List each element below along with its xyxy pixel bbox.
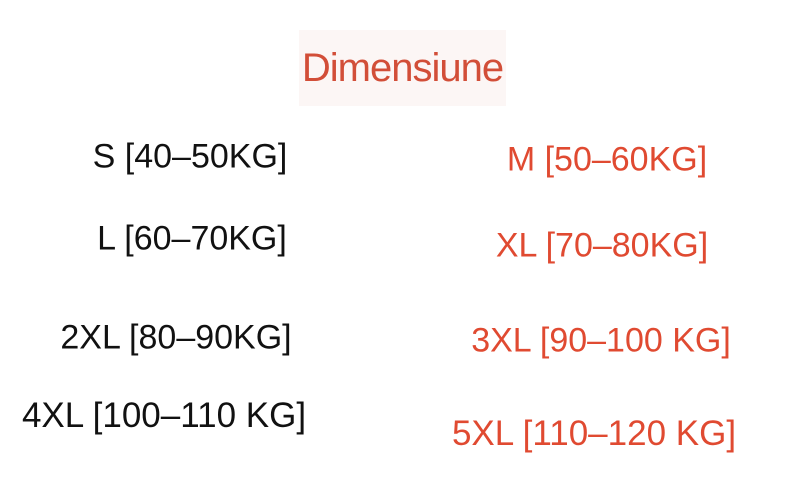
size-option-l[interactable]: L [60–70KG] — [97, 219, 287, 258]
size-section-title: Dimensiune — [301, 45, 504, 90]
size-option-5xl[interactable]: 5XL [110–120 KG] — [451, 414, 737, 453]
size-option-3xl[interactable]: 3XL [90–100 KG] — [471, 321, 731, 360]
size-option-2xl[interactable]: 2XL [80–90KG] — [60, 318, 292, 357]
size-option-4xl[interactable]: 4XL [100–110 KG] — [21, 396, 307, 435]
size-option-m[interactable]: M [50–60KG] — [506, 140, 708, 179]
size-option-xl[interactable]: XL [70–80KG] — [495, 226, 709, 265]
size-option-s[interactable]: S [40–50KG] — [92, 137, 288, 176]
size-section-header: Dimensiune — [299, 30, 506, 106]
